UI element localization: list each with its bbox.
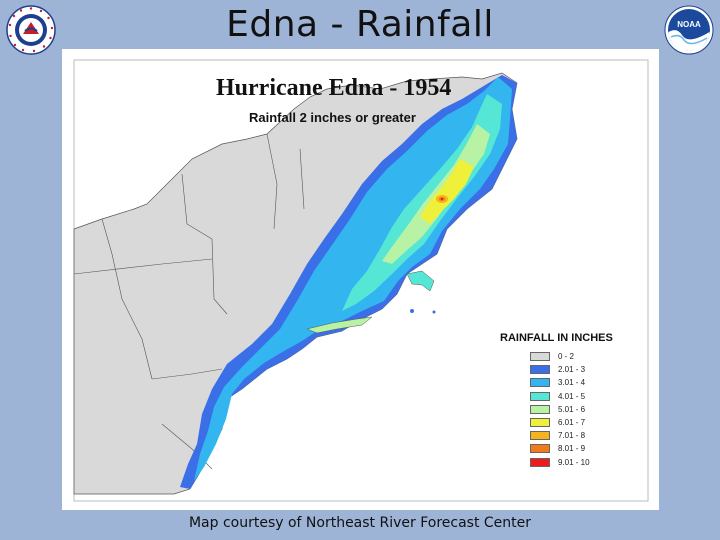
legend-item: 2.01 - 3 bbox=[530, 363, 650, 376]
noaa-logo-text: NOAA bbox=[677, 20, 701, 29]
legend-swatch bbox=[530, 404, 550, 414]
legend-item: 5.01 - 6 bbox=[530, 403, 650, 416]
legend-label: 5.01 - 6 bbox=[558, 404, 586, 414]
legend-swatch bbox=[530, 418, 550, 428]
legend-label: 2.01 - 3 bbox=[558, 365, 586, 375]
legend-title: RAINFALL IN INCHES bbox=[500, 332, 613, 344]
cape-cod bbox=[406, 270, 435, 292]
legend-item: 4.01 - 5 bbox=[530, 390, 650, 403]
state-boundaries bbox=[73, 133, 305, 470]
rain-zone-4-5 bbox=[342, 94, 502, 311]
legend-item: 0 - 2 bbox=[530, 350, 650, 363]
rain-zone-6-7 bbox=[420, 159, 474, 224]
legend-swatch bbox=[530, 365, 550, 375]
legend-swatch bbox=[530, 431, 550, 441]
legend-label: 7.01 - 8 bbox=[558, 431, 586, 441]
legend-label: 4.01 - 5 bbox=[558, 391, 586, 401]
slide-caption: Map courtesy of Northeast River Forecast… bbox=[188, 515, 532, 531]
map-title: Hurricane Edna - 1954 bbox=[216, 75, 452, 101]
legend-swatch bbox=[530, 444, 550, 454]
legend-rows: 0 - 2 2.01 - 3 3.01 - 4 4.01 - 5 5.01 - 6 6.0… bbox=[500, 350, 650, 469]
legend-item: 8.01 - 9 bbox=[530, 442, 650, 455]
islands bbox=[410, 309, 436, 314]
legend-item: 7.01 - 8 bbox=[530, 429, 650, 442]
rain-zone-9-10 bbox=[440, 197, 444, 201]
long-island bbox=[306, 316, 373, 334]
rainfall-map-graphic bbox=[73, 59, 649, 502]
legend-label: 3.01 - 4 bbox=[558, 378, 586, 388]
legend-swatch bbox=[530, 457, 550, 467]
legend-label: 9.01 - 10 bbox=[558, 457, 590, 467]
legend-item: 3.01 - 4 bbox=[530, 376, 650, 389]
slide-title: Edna - Rainfall bbox=[226, 4, 494, 45]
legend-label: 0 - 2 bbox=[558, 352, 575, 362]
legend-swatch bbox=[530, 391, 550, 401]
legend: RAINFALL IN INCHES 0 - 2 2.01 - 3 3.01 - 4… bbox=[500, 332, 650, 469]
legend-label: 8.01 - 9 bbox=[558, 444, 586, 454]
map-subtitle: Rainfall 2 inches or greater bbox=[249, 110, 416, 125]
legend-item: 9.01 - 10 bbox=[530, 456, 650, 469]
legend-label: 6.01 - 7 bbox=[558, 418, 586, 428]
nws-logo bbox=[6, 5, 56, 55]
legend-swatch bbox=[530, 378, 550, 388]
rainfall-map: Hurricane Edna - 1954 Rainfall 2 inches … bbox=[62, 49, 659, 510]
legend-swatch bbox=[530, 352, 550, 362]
legend-item: 6.01 - 7 bbox=[530, 416, 650, 429]
noaa-logo: NOAA bbox=[664, 5, 714, 55]
